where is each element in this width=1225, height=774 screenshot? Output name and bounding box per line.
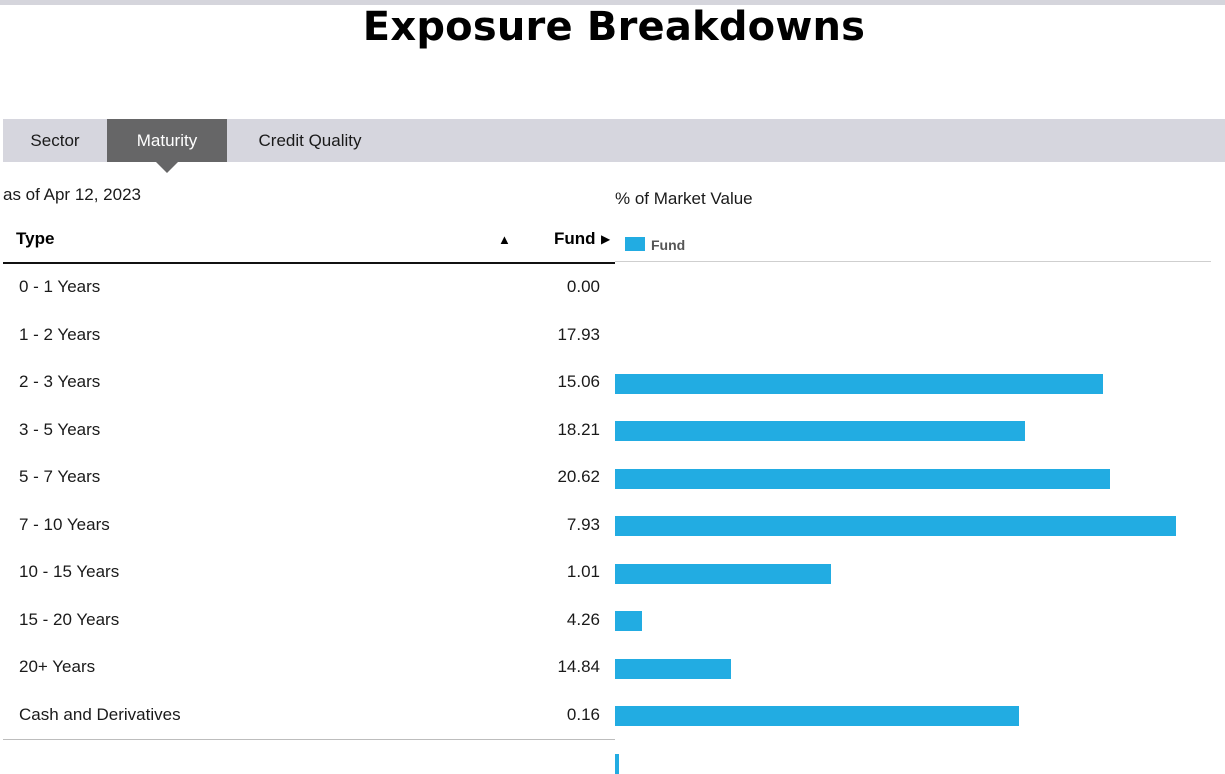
bar-fund[interactable] — [615, 516, 1176, 536]
row-fund-value: 17.93 — [557, 325, 600, 344]
sort-ascending-icon[interactable]: ▲ — [498, 232, 511, 247]
as-of-date: as of Apr 12, 2023 — [3, 185, 141, 204]
row-type-label: 5 - 7 Years — [19, 467, 101, 486]
row-fund-value: 18.21 — [557, 420, 600, 439]
row-fund-value: 1.01 — [566, 562, 600, 581]
tab-sector[interactable]: Sector — [30, 131, 80, 150]
bar-fund[interactable] — [615, 421, 1025, 441]
row-fund-value: 15.06 — [557, 372, 600, 391]
row-type-label: 2 - 3 Years — [19, 372, 101, 391]
row-type-label: 0 - 1 Years — [19, 277, 101, 296]
bar-fund[interactable] — [615, 659, 731, 679]
legend-divider — [615, 261, 1211, 262]
bar-fund[interactable] — [615, 754, 619, 774]
row-fund-value: 0.00 — [566, 277, 600, 296]
bar-fund[interactable] — [615, 469, 1110, 489]
legend-swatch-fund — [625, 237, 645, 251]
bar-fund[interactable] — [615, 564, 831, 584]
column-header-fund[interactable]: Fund — [554, 229, 596, 248]
row-type-label: 15 - 20 Years — [19, 610, 120, 629]
tab-credit-quality[interactable]: Credit Quality — [258, 131, 362, 150]
bar-fund[interactable] — [615, 706, 1019, 726]
row-fund-value: 0.16 — [566, 705, 600, 724]
sort-right-icon[interactable]: ▶ — [601, 232, 611, 246]
row-type-label: Cash and Derivatives — [19, 705, 181, 724]
row-type-label: 3 - 5 Years — [19, 420, 101, 439]
row-fund-value: 7.93 — [566, 515, 600, 534]
row-type-label: 7 - 10 Years — [19, 515, 110, 534]
legend-label-fund: Fund — [651, 237, 686, 253]
column-header-type[interactable]: Type — [16, 229, 55, 248]
tab-bar: Sector Maturity Credit Quality — [3, 119, 1225, 173]
bar-fund[interactable] — [615, 611, 642, 631]
row-fund-value: 20.62 — [557, 467, 600, 486]
chart-value-label: % of Market Value — [615, 189, 753, 208]
row-fund-value: 4.26 — [566, 610, 600, 629]
bar-fund[interactable] — [615, 374, 1103, 394]
row-type-label: 1 - 2 Years — [19, 325, 101, 344]
tab-maturity[interactable]: Maturity — [107, 119, 227, 173]
top-border — [0, 0, 1225, 5]
table-bottom-divider — [3, 739, 615, 740]
row-fund-value: 14.84 — [557, 657, 600, 676]
page-title: Exposure Breakdowns — [362, 4, 866, 50]
row-type-label: 10 - 15 Years — [19, 562, 120, 581]
header-divider — [3, 262, 615, 264]
row-type-label: 20+ Years — [19, 657, 96, 676]
maturity-table: 0 - 1 Years 0.00 1 - 2 Years 17.93 2 - 3 Yea… — [19, 277, 1176, 774]
